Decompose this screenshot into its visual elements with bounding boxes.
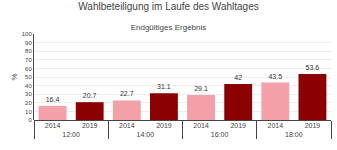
svg-text:0: 0 [28,117,32,123]
svg-text:10: 10 [25,109,32,115]
svg-text:2019: 2019 [82,122,98,129]
svg-text:2019: 2019 [305,122,321,129]
svg-text:2014: 2014 [45,122,61,129]
svg-text:2014: 2014 [193,122,209,129]
svg-text:100: 100 [22,31,33,37]
svg-text:16:00: 16:00 [211,131,229,138]
svg-text:12:00: 12:00 [62,131,80,138]
svg-text:20: 20 [25,100,32,106]
svg-text:2014: 2014 [119,122,135,129]
svg-text:%: % [10,73,19,80]
svg-text:80: 80 [25,48,32,54]
svg-text:42: 42 [234,74,242,81]
svg-text:Wahlbeteiligung im Laufe des W: Wahlbeteiligung im Laufe des Wahltages [78,1,258,12]
svg-text:2014: 2014 [268,122,284,129]
svg-text:2019: 2019 [156,122,172,129]
svg-text:40: 40 [25,83,32,89]
svg-text:22.7: 22.7 [120,90,134,97]
svg-text:43.5: 43.5 [268,73,282,80]
svg-text:53.6: 53.6 [306,64,320,71]
svg-text:20.7: 20.7 [83,92,97,99]
svg-text:14:00: 14:00 [137,131,155,138]
svg-text:50: 50 [25,74,32,80]
svg-text:Endgültiges Ergebnis: Endgültiges Ergebnis [131,23,207,32]
svg-text:30: 30 [25,91,32,97]
svg-text:60: 60 [25,66,32,72]
svg-text:18:00: 18:00 [285,131,303,138]
svg-text:2019: 2019 [230,122,246,129]
svg-text:70: 70 [25,57,32,63]
svg-text:16.4: 16.4 [46,96,60,103]
svg-text:90: 90 [25,40,32,46]
svg-text:29.1: 29.1 [194,85,208,92]
svg-text:31.1: 31.1 [157,83,171,90]
